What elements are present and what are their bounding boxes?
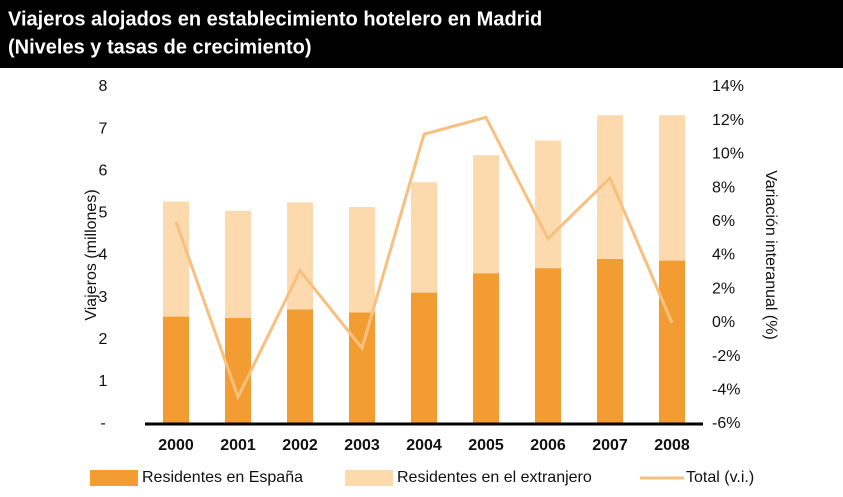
line bbox=[174, 115, 674, 401]
bar bbox=[473, 155, 499, 274]
x-tick-label: 2005 bbox=[468, 437, 504, 454]
y2-axis-title: Variación interanual (%) bbox=[762, 170, 779, 340]
y2-tick-label: 10% bbox=[712, 146, 744, 163]
bar bbox=[659, 260, 685, 424]
bar bbox=[411, 292, 437, 424]
chart-title: (Niveles y tasas de crecimiento) bbox=[8, 36, 311, 58]
x-tick-label: 2006 bbox=[530, 437, 566, 454]
y2-tick-label: 12% bbox=[712, 112, 744, 129]
x-tick-label: 2008 bbox=[654, 437, 690, 454]
y2-tick-label: 14% bbox=[712, 78, 744, 95]
bar bbox=[349, 312, 375, 424]
y-tick-label: 6 bbox=[99, 162, 108, 179]
y-axis-title: Viajeros (millones) bbox=[83, 189, 100, 320]
bar bbox=[163, 316, 189, 424]
x-tick-label: 2007 bbox=[592, 437, 628, 454]
y2-tick-label: 6% bbox=[712, 213, 735, 230]
title-bar bbox=[0, 0, 843, 68]
bar bbox=[163, 201, 189, 317]
y-tick-label: 2 bbox=[99, 331, 108, 348]
y2-tick-label: 8% bbox=[712, 179, 735, 196]
y-tick-label: 1 bbox=[99, 373, 108, 390]
y-tick-label: - bbox=[100, 415, 105, 432]
y2-tick-label: -4% bbox=[712, 382, 740, 399]
y-tick-label: 8 bbox=[99, 78, 108, 95]
y2-tick-label: 4% bbox=[712, 247, 735, 264]
x-tick-label: 2002 bbox=[282, 437, 318, 454]
bar bbox=[535, 140, 561, 269]
bar bbox=[535, 268, 561, 424]
x-tick-label: 2001 bbox=[220, 437, 256, 454]
bar bbox=[225, 210, 251, 318]
legend-label: Residentes en España bbox=[142, 469, 303, 486]
bar bbox=[411, 182, 437, 293]
y2-tick-label: -6% bbox=[712, 415, 740, 432]
bar bbox=[659, 115, 685, 261]
legend-label: Total (v.i.) bbox=[686, 469, 754, 486]
x-tick-label: 2000 bbox=[158, 437, 194, 454]
y-tick-label: 7 bbox=[99, 120, 108, 137]
y2-tick-label: 0% bbox=[712, 314, 735, 331]
bar bbox=[349, 207, 375, 313]
bar bbox=[287, 309, 313, 424]
legend-swatch bbox=[345, 470, 393, 486]
y-tick-label: 5 bbox=[99, 205, 108, 222]
chart-title: Viajeros alojados en establecimiento hot… bbox=[8, 8, 542, 30]
bar bbox=[473, 273, 499, 424]
legend-swatch bbox=[90, 470, 138, 486]
x-tick-label: 2004 bbox=[406, 437, 442, 454]
y2-tick-label: -2% bbox=[712, 348, 740, 365]
x-tick-label: 2003 bbox=[344, 437, 380, 454]
legend-label: Residentes en el extranjero bbox=[397, 469, 592, 486]
y-tick-label: 4 bbox=[99, 247, 108, 264]
bar bbox=[597, 258, 623, 424]
bar bbox=[287, 202, 313, 310]
y-tick-label: 3 bbox=[99, 289, 108, 306]
y2-tick-label: 2% bbox=[712, 280, 735, 297]
